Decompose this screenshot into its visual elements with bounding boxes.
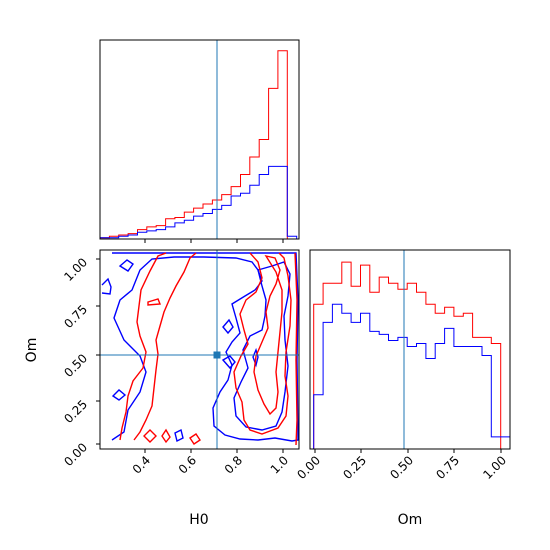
om-histogram-blue-series [313, 303, 511, 449]
joint-y-tick-label: 0.25 [61, 397, 90, 426]
joint-x-tick-label: 0.8 [222, 453, 245, 476]
om-x-ticks [314, 449, 502, 453]
red-island-3 [161, 428, 171, 444]
blue-contour-outer [111, 252, 299, 442]
joint-truth-marker [213, 351, 221, 359]
h0-histogram-ticks [144, 239, 284, 243]
om-histogram-red-series [313, 261, 510, 450]
red-contour-edge [294, 252, 298, 446]
joint-y-axis-label: Om [24, 338, 40, 363]
red-island-2 [143, 429, 157, 443]
blue-island-2 [118, 259, 134, 272]
red-contour-right-outer [233, 252, 292, 435]
red-contour-left-inner [133, 252, 197, 441]
joint-x-tick-label: 1.0 [268, 453, 291, 476]
blue-island-6 [221, 355, 236, 370]
om-histogram-frame [309, 249, 511, 450]
h0-histogram-red-series [99, 50, 297, 240]
joint-y-tick-label: 0.50 [61, 351, 90, 380]
blue-island-1 [101, 277, 112, 295]
red-island-1 [147, 298, 162, 306]
om-x-axis-label: Om [398, 512, 423, 528]
blue-contour-inner [233, 261, 291, 431]
joint-contour-frame [99, 249, 300, 450]
om-x-tick-label: 1.00 [480, 453, 509, 482]
om-x-tick-label: 0.25 [340, 453, 369, 482]
joint-x-tick-label: 0.6 [176, 453, 199, 476]
joint-y-ticks [96, 258, 100, 445]
h0-histogram-frame [99, 39, 300, 240]
h0-histogram-blue-series [99, 165, 298, 239]
om-x-tick-label: 0.00 [294, 453, 323, 482]
joint-x-ticks [144, 449, 284, 453]
joint-x-tick-label: 0.4 [130, 453, 153, 476]
blue-island-3 [111, 389, 127, 401]
joint-y-tick-label: 0.75 [61, 302, 90, 331]
blue-island-4 [222, 318, 234, 335]
om-x-tick-label: 0.50 [387, 453, 416, 482]
red-island-4 [189, 433, 201, 445]
joint-x-axis-label: H0 [189, 512, 208, 528]
om-histogram-panel: 0.00 0.25 0.50 0.75 1.00 Om [294, 249, 511, 528]
red-contour-left-outer [119, 252, 167, 441]
joint-y-tick-label: 0.00 [61, 440, 90, 469]
red-contour-right-inner [253, 254, 283, 416]
blue-island-7 [174, 428, 184, 443]
joint-contour-panel: 0.4 0.6 0.8 1.0 0.00 0.25 0.50 0.75 1.00… [24, 249, 300, 528]
om-x-tick-label: 0.75 [433, 453, 462, 482]
h0-histogram-panel [99, 39, 300, 243]
red-contours [119, 252, 298, 446]
joint-y-tick-label: 1.00 [61, 255, 90, 284]
blue-contours [101, 252, 299, 443]
